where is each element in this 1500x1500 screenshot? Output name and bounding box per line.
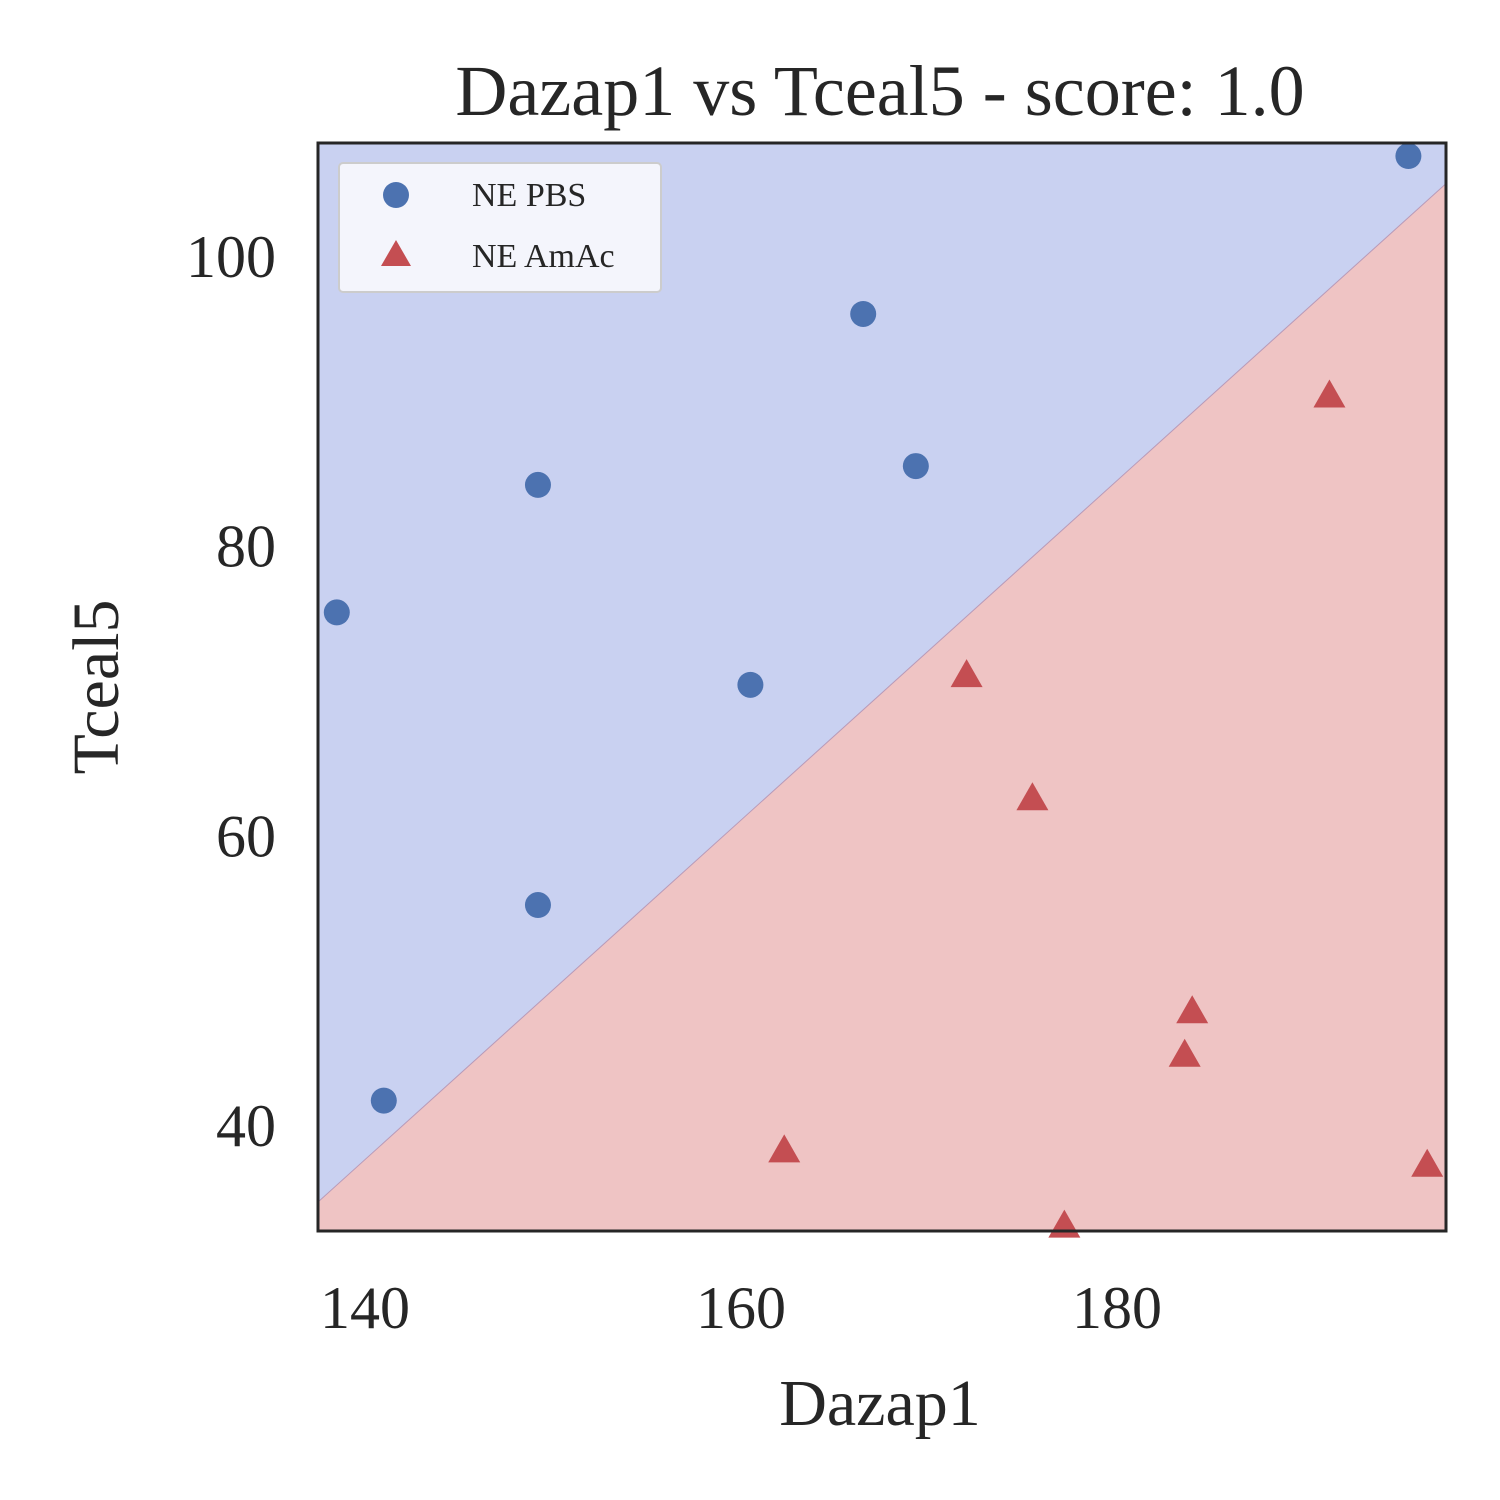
point-ne-amac-0 [768,1134,801,1163]
y-axis-label: Tceal5 [60,600,133,775]
point-ne-pbs-4 [737,671,764,698]
chart-title: Dazap1 vs Tceal5 - score: 1.0 [455,51,1304,131]
decision-region-lower [318,183,1446,1231]
y-tick-label: 60 [216,803,276,869]
x-tick-labels: 140 160 180 [320,1275,1162,1341]
point-ne-pbs-5 [850,300,877,327]
point-ne-pbs-2 [524,471,551,498]
data-markers [323,143,1444,1238]
point-ne-amac-1 [950,659,983,688]
x-tick-label: 180 [1072,1275,1162,1341]
legend-box [338,162,662,293]
decision-boundary-line [318,183,1446,1203]
y-tick-labels: 40 60 80 100 [186,224,276,1159]
point-ne-pbs-3 [524,892,551,919]
x-axis-label: Dazap1 [779,1367,981,1440]
x-tick-label: 140 [320,1275,410,1341]
point-ne-amac-5 [1176,995,1209,1024]
y-tick-label: 80 [216,514,276,580]
legend-marker-ne-pbs [383,182,409,208]
decision-regions [318,143,1446,1231]
point-ne-amac-7 [1411,1148,1444,1177]
point-ne-pbs-0 [323,599,350,626]
legend: NE PBS NE AmAc [338,162,662,293]
point-ne-amac-6 [1313,379,1346,408]
decision-region-upper [318,143,1446,1203]
point-ne-amac-4 [1168,1038,1201,1067]
point-ne-amac-2 [1016,782,1049,811]
point-ne-pbs-6 [902,453,929,480]
y-tick-label: 100 [186,224,276,290]
legend-marker-ne-amac [381,240,411,266]
legend-label-ne-pbs: NE PBS [472,177,586,214]
y-tick-label: 40 [216,1093,276,1159]
point-ne-pbs-1 [370,1087,397,1114]
legend-label-ne-amac: NE AmAc [472,238,615,275]
point-ne-pbs-7 [1395,143,1422,170]
x-tick-label: 160 [696,1275,786,1341]
plot-frame [316,141,1448,1233]
